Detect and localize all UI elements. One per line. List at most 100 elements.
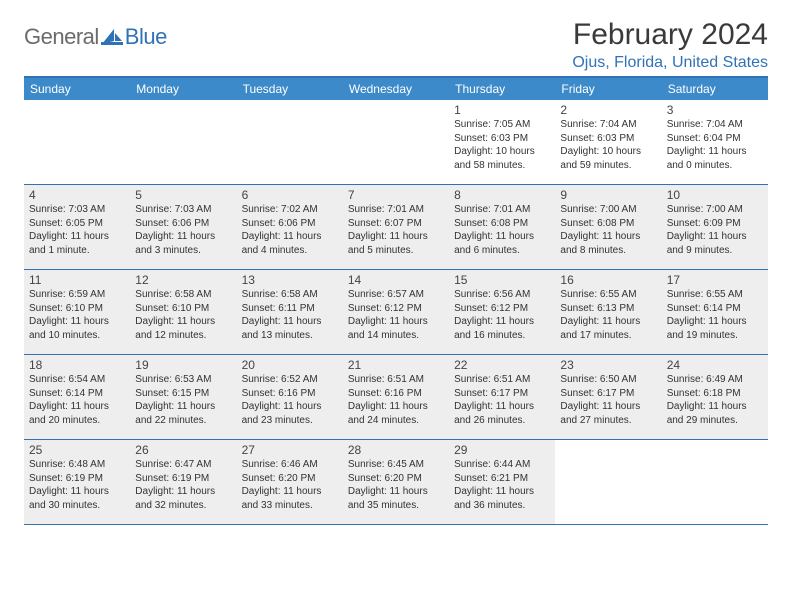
day-cell: 1Sunrise: 7:05 AM Sunset: 6:03 PM Daylig… [449,100,555,184]
day-cell: 16Sunrise: 6:55 AM Sunset: 6:13 PM Dayli… [555,270,661,354]
day-cell: 23Sunrise: 6:50 AM Sunset: 6:17 PM Dayli… [555,355,661,439]
day-number: 24 [667,358,763,372]
day-cell: 21Sunrise: 6:51 AM Sunset: 6:16 PM Dayli… [343,355,449,439]
day-details: Sunrise: 6:47 AM Sunset: 6:19 PM Dayligh… [135,458,231,512]
day-details: Sunrise: 6:50 AM Sunset: 6:17 PM Dayligh… [560,373,656,427]
day-details: Sunrise: 7:03 AM Sunset: 6:06 PM Dayligh… [135,203,231,257]
day-cell: 20Sunrise: 6:52 AM Sunset: 6:16 PM Dayli… [237,355,343,439]
day-number: 8 [454,188,550,202]
day-cell: 5Sunrise: 7:03 AM Sunset: 6:06 PM Daylig… [130,185,236,269]
day-cell: 17Sunrise: 6:55 AM Sunset: 6:14 PM Dayli… [662,270,768,354]
week-row: 1Sunrise: 7:05 AM Sunset: 6:03 PM Daylig… [24,100,768,185]
day-cell: 24Sunrise: 6:49 AM Sunset: 6:18 PM Dayli… [662,355,768,439]
day-details: Sunrise: 6:49 AM Sunset: 6:18 PM Dayligh… [667,373,763,427]
day-details: Sunrise: 7:01 AM Sunset: 6:08 PM Dayligh… [454,203,550,257]
day-number: 3 [667,103,763,117]
day-number: 28 [348,443,444,457]
day-cell: 14Sunrise: 6:57 AM Sunset: 6:12 PM Dayli… [343,270,449,354]
title-block: February 2024 Ojus, Florida, United Stat… [572,18,768,72]
weekday-header: Sunday [24,78,130,100]
weekday-header-row: SundayMondayTuesdayWednesdayThursdayFrid… [24,78,768,100]
day-number: 5 [135,188,231,202]
day-number: 16 [560,273,656,287]
day-cell: 12Sunrise: 6:58 AM Sunset: 6:10 PM Dayli… [130,270,236,354]
day-number: 1 [454,103,550,117]
day-details: Sunrise: 7:04 AM Sunset: 6:04 PM Dayligh… [667,118,763,172]
day-number: 12 [135,273,231,287]
day-details: Sunrise: 6:52 AM Sunset: 6:16 PM Dayligh… [242,373,338,427]
day-cell: 7Sunrise: 7:01 AM Sunset: 6:07 PM Daylig… [343,185,449,269]
day-details: Sunrise: 7:01 AM Sunset: 6:07 PM Dayligh… [348,203,444,257]
weekday-header: Tuesday [237,78,343,100]
week-row: 18Sunrise: 6:54 AM Sunset: 6:14 PM Dayli… [24,355,768,440]
day-cell: 8Sunrise: 7:01 AM Sunset: 6:08 PM Daylig… [449,185,555,269]
day-cell: 29Sunrise: 6:44 AM Sunset: 6:21 PM Dayli… [449,440,555,524]
day-details: Sunrise: 6:45 AM Sunset: 6:20 PM Dayligh… [348,458,444,512]
day-details: Sunrise: 6:55 AM Sunset: 6:13 PM Dayligh… [560,288,656,342]
day-cell [662,440,768,524]
day-number: 22 [454,358,550,372]
day-details: Sunrise: 6:51 AM Sunset: 6:16 PM Dayligh… [348,373,444,427]
day-cell [555,440,661,524]
day-number: 17 [667,273,763,287]
day-number: 15 [454,273,550,287]
day-details: Sunrise: 7:02 AM Sunset: 6:06 PM Dayligh… [242,203,338,257]
day-number: 18 [29,358,125,372]
weekday-header: Thursday [449,78,555,100]
day-cell: 3Sunrise: 7:04 AM Sunset: 6:04 PM Daylig… [662,100,768,184]
logo-sail-icon [101,28,123,46]
day-number: 26 [135,443,231,457]
calendar: SundayMondayTuesdayWednesdayThursdayFrid… [24,76,768,525]
day-cell: 15Sunrise: 6:56 AM Sunset: 6:12 PM Dayli… [449,270,555,354]
day-number: 9 [560,188,656,202]
day-details: Sunrise: 6:44 AM Sunset: 6:21 PM Dayligh… [454,458,550,512]
day-cell: 26Sunrise: 6:47 AM Sunset: 6:19 PM Dayli… [130,440,236,524]
day-details: Sunrise: 6:57 AM Sunset: 6:12 PM Dayligh… [348,288,444,342]
weekday-header: Wednesday [343,78,449,100]
day-number: 20 [242,358,338,372]
day-cell [130,100,236,184]
day-number: 29 [454,443,550,457]
day-cell: 6Sunrise: 7:02 AM Sunset: 6:06 PM Daylig… [237,185,343,269]
day-cell: 27Sunrise: 6:46 AM Sunset: 6:20 PM Dayli… [237,440,343,524]
day-number: 6 [242,188,338,202]
day-number: 19 [135,358,231,372]
week-row: 11Sunrise: 6:59 AM Sunset: 6:10 PM Dayli… [24,270,768,355]
day-cell: 22Sunrise: 6:51 AM Sunset: 6:17 PM Dayli… [449,355,555,439]
day-cell: 10Sunrise: 7:00 AM Sunset: 6:09 PM Dayli… [662,185,768,269]
weekday-header: Monday [130,78,236,100]
day-number: 14 [348,273,444,287]
day-cell: 28Sunrise: 6:45 AM Sunset: 6:20 PM Dayli… [343,440,449,524]
week-row: 25Sunrise: 6:48 AM Sunset: 6:19 PM Dayli… [24,440,768,525]
day-number: 10 [667,188,763,202]
day-cell: 2Sunrise: 7:04 AM Sunset: 6:03 PM Daylig… [555,100,661,184]
month-title: February 2024 [572,18,768,52]
day-number: 7 [348,188,444,202]
day-details: Sunrise: 7:04 AM Sunset: 6:03 PM Dayligh… [560,118,656,172]
day-details: Sunrise: 6:53 AM Sunset: 6:15 PM Dayligh… [135,373,231,427]
day-number: 2 [560,103,656,117]
weekday-header: Saturday [662,78,768,100]
header: General Blue February 2024 Ojus, Florida… [24,18,768,72]
day-details: Sunrise: 6:54 AM Sunset: 6:14 PM Dayligh… [29,373,125,427]
logo-text-blue: Blue [125,24,167,50]
location-label: Ojus, Florida, United States [572,54,768,72]
day-details: Sunrise: 7:05 AM Sunset: 6:03 PM Dayligh… [454,118,550,172]
logo-text-general: General [24,24,99,50]
day-cell: 11Sunrise: 6:59 AM Sunset: 6:10 PM Dayli… [24,270,130,354]
day-number: 11 [29,273,125,287]
day-cell [237,100,343,184]
day-cell: 13Sunrise: 6:58 AM Sunset: 6:11 PM Dayli… [237,270,343,354]
day-details: Sunrise: 6:51 AM Sunset: 6:17 PM Dayligh… [454,373,550,427]
day-number: 25 [29,443,125,457]
day-cell: 4Sunrise: 7:03 AM Sunset: 6:05 PM Daylig… [24,185,130,269]
day-details: Sunrise: 6:59 AM Sunset: 6:10 PM Dayligh… [29,288,125,342]
day-details: Sunrise: 7:00 AM Sunset: 6:09 PM Dayligh… [667,203,763,257]
day-details: Sunrise: 6:55 AM Sunset: 6:14 PM Dayligh… [667,288,763,342]
weeks-container: 1Sunrise: 7:05 AM Sunset: 6:03 PM Daylig… [24,100,768,525]
weekday-header: Friday [555,78,661,100]
logo: General Blue [24,24,167,50]
day-number: 27 [242,443,338,457]
day-number: 4 [29,188,125,202]
day-details: Sunrise: 6:56 AM Sunset: 6:12 PM Dayligh… [454,288,550,342]
